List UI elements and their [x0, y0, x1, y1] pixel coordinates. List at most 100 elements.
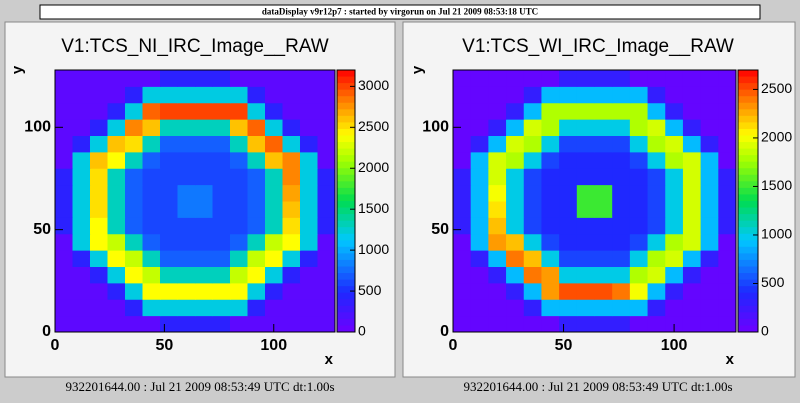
- heatmap-cell: [665, 233, 684, 251]
- colorbar-band: [738, 148, 758, 156]
- heatmap-cell: [125, 282, 143, 300]
- heatmap-cell: [488, 250, 507, 267]
- heatmap-cell: [682, 135, 702, 153]
- heatmap-cell: [718, 299, 737, 317]
- heatmap-cell: [300, 299, 318, 317]
- heatmap-cell: [195, 70, 213, 87]
- colorbar-band: [738, 207, 758, 215]
- heatmap-cell: [488, 315, 507, 333]
- heatmap-cell: [125, 184, 143, 202]
- heatmap-cell: [700, 184, 719, 202]
- colorbar-band: [738, 194, 758, 202]
- heatmap-cell: [453, 250, 472, 267]
- heatmap-cell: [647, 201, 666, 218]
- colorbar-band: [337, 253, 355, 261]
- heatmap-cell: [682, 86, 702, 104]
- chart-title: V1:TCS_NI_IRC_Image__RAW: [61, 36, 329, 57]
- heatmap-cell: [559, 86, 578, 104]
- heatmap-cell: [718, 233, 737, 251]
- heatmap-cell: [506, 233, 525, 251]
- heatmap-cell: [700, 119, 719, 136]
- heatmap-cell: [212, 168, 231, 186]
- colorbar-band: [337, 233, 355, 241]
- heatmap-cell: [107, 299, 126, 317]
- heatmap-cell: [230, 201, 248, 218]
- heatmap-cell: [541, 102, 560, 120]
- heatmap-cell: [453, 151, 472, 169]
- heatmap-cell: [142, 151, 161, 169]
- heatmap-cell: [470, 86, 489, 104]
- heatmap-cell: [506, 266, 525, 284]
- heatmap-cell: [647, 217, 666, 235]
- heatmap-cell: [541, 217, 560, 235]
- heatmap-cell: [576, 86, 595, 104]
- heatmap-cell: [488, 135, 507, 153]
- heatmap-cell: [300, 266, 318, 284]
- heatmap-cell: [523, 70, 542, 87]
- heatmap-cell: [195, 315, 213, 333]
- heatmap-cell: [55, 102, 73, 120]
- colorbar-band: [337, 220, 355, 228]
- heatmap-cell: [107, 151, 126, 169]
- heatmap-cell: [160, 151, 178, 169]
- heatmap-cell: [718, 151, 737, 169]
- heatmap-cell: [247, 299, 266, 317]
- colorbar-band: [337, 76, 355, 84]
- heatmap-cell: [629, 184, 649, 202]
- heatmap-cell: [665, 217, 684, 235]
- colorbar-band: [738, 292, 758, 300]
- heatmap-cell: [177, 315, 196, 333]
- heatmap-cell: [612, 184, 631, 202]
- heatmap-cell: [718, 201, 737, 218]
- heatmap-cell: [265, 184, 283, 202]
- heatmap-cell: [212, 299, 231, 317]
- heatmap-cell: [629, 266, 649, 284]
- heatmap-cell: [470, 151, 489, 169]
- heatmap-cell: [160, 250, 178, 267]
- colorbar-band: [738, 181, 758, 189]
- heatmap-cell: [265, 135, 283, 153]
- heatmap-cell: [125, 315, 143, 333]
- colorbar-band: [738, 266, 758, 274]
- colorbar-band: [337, 201, 355, 209]
- heatmap-cell: [665, 168, 684, 186]
- heatmap-cell: [682, 168, 702, 186]
- heatmap-cell: [700, 250, 719, 267]
- colorbar-band: [337, 128, 355, 136]
- heatmap-cell: [282, 250, 301, 267]
- heatmap-cell: [594, 201, 613, 218]
- heatmap-cell: [317, 86, 336, 104]
- colorbar-band: [738, 168, 758, 176]
- heatmap-cell: [559, 266, 578, 284]
- heatmap-cell: [594, 151, 613, 169]
- colorbar-band: [738, 214, 758, 222]
- heatmap-cell: [647, 168, 666, 186]
- heatmap-cell: [265, 299, 283, 317]
- colorbar-band: [738, 305, 758, 313]
- heatmap-cell: [107, 315, 126, 333]
- heatmap-cell: [72, 70, 91, 87]
- heatmap-cell: [317, 201, 336, 218]
- heatmap-cell: [317, 282, 336, 300]
- heatmap-cell: [125, 70, 143, 87]
- heatmap-cell: [107, 168, 126, 186]
- colorbar-band: [337, 207, 355, 215]
- heatmap-cell: [470, 201, 489, 218]
- heatmap-cell: [177, 250, 196, 267]
- heatmap-cell: [629, 233, 649, 251]
- heatmap-cell: [300, 119, 318, 136]
- x-axis-label: x: [726, 351, 735, 368]
- heatmap-cell: [470, 233, 489, 251]
- heatmap-cell: [55, 119, 73, 136]
- colorbar-band: [738, 96, 758, 104]
- heatmap-cell: [647, 86, 666, 104]
- heatmap-cell: [488, 201, 507, 218]
- heatmap-cell: [629, 86, 649, 104]
- heatmap-cell: [265, 70, 283, 87]
- heatmap-cell: [230, 250, 248, 267]
- heatmap-cell: [453, 86, 472, 104]
- heatmap-cell: [160, 266, 178, 284]
- heatmap-cell: [612, 102, 631, 120]
- heatmap-cell: [453, 201, 472, 218]
- heatmap-cell: [142, 217, 161, 235]
